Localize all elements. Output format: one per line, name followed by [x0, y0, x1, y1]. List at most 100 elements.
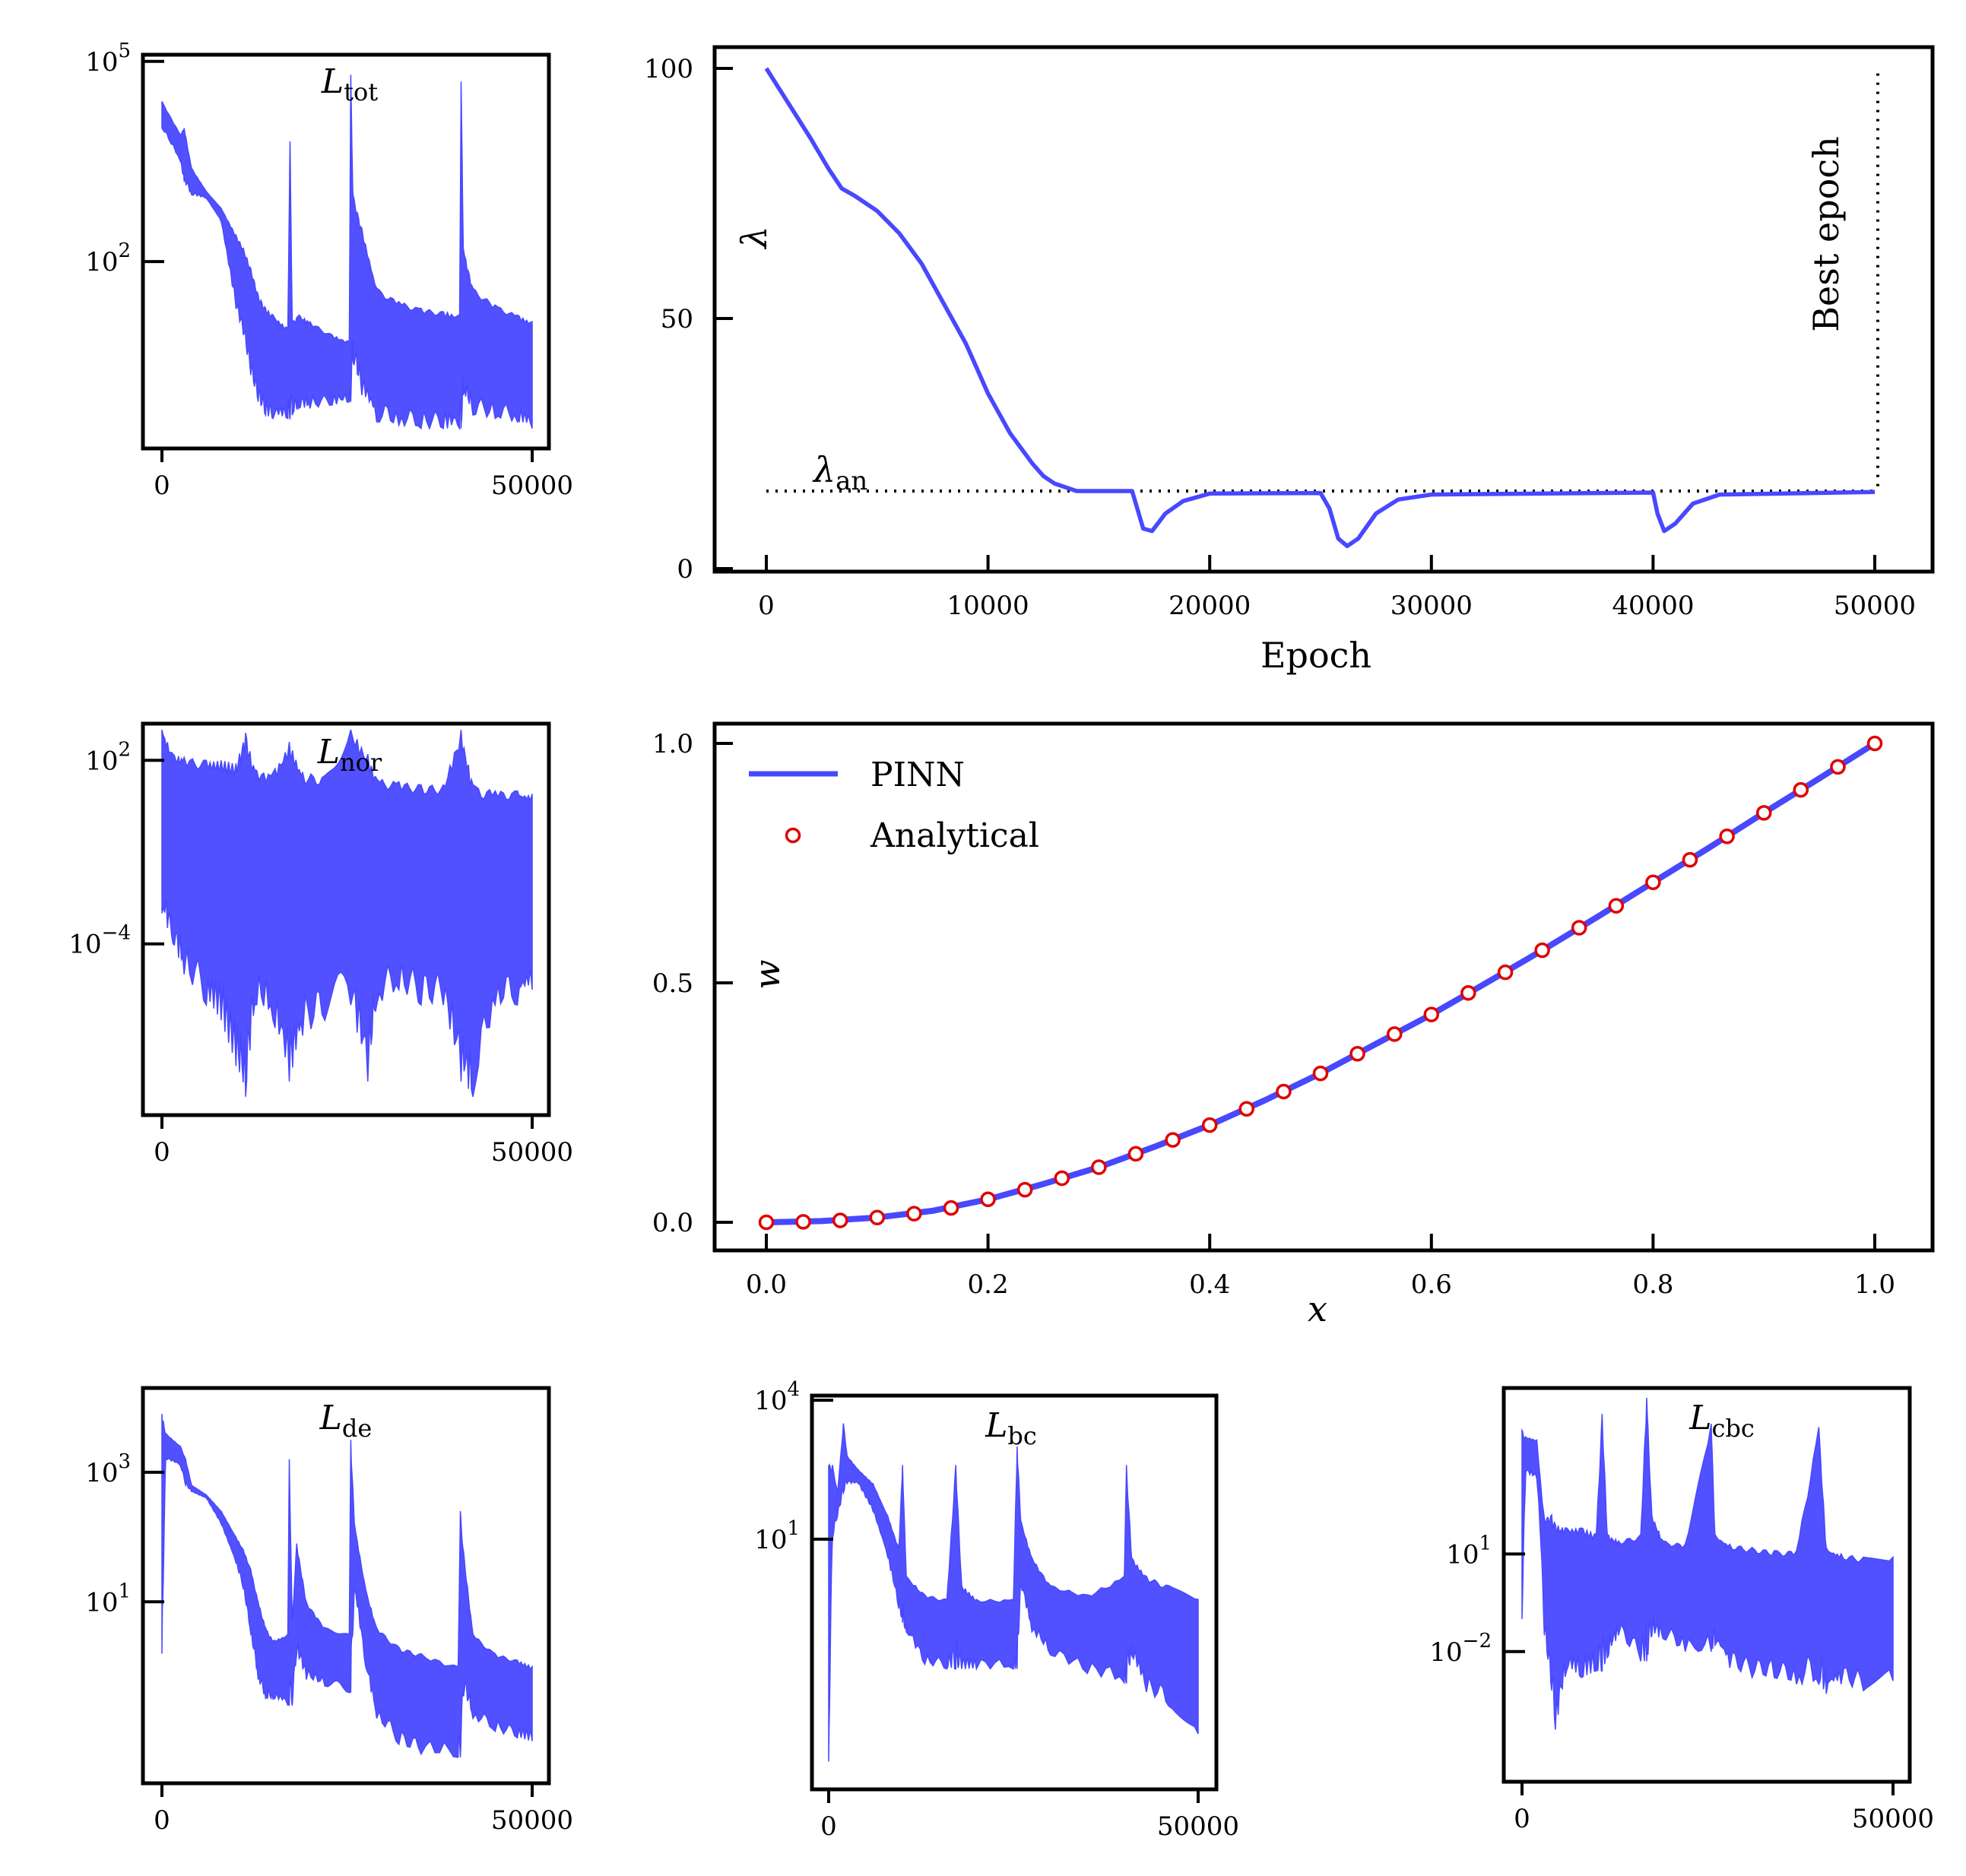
best-epoch-label: Best epoch [1806, 136, 1847, 332]
y-tick-label: 50 [661, 304, 693, 334]
x-tick-label: 50000 [491, 1805, 573, 1836]
panel-title-subscript: tot [344, 78, 378, 106]
y-tick-label: 103 [85, 1450, 131, 1488]
panel-title-subscript: de [342, 1414, 372, 1443]
loss-series-l-tot [161, 74, 533, 431]
analytical-point [1201, 1117, 1218, 1133]
y-axis-label: λ [734, 226, 775, 249]
x-tick-label: 0.2 [968, 1269, 1009, 1300]
x-tick-label: 0.8 [1632, 1269, 1673, 1300]
loss-series-l-bc [828, 1423, 1199, 1762]
analytical-point [1497, 964, 1514, 981]
analytical-point [943, 1199, 959, 1216]
x-tick-label: 1.0 [1854, 1269, 1895, 1300]
x-tick-label: 0 [820, 1811, 837, 1842]
y-tick-label: 0 [677, 554, 693, 585]
analytical-point [1349, 1045, 1365, 1062]
analytical-point [795, 1214, 811, 1230]
y-tick-base: 10 [85, 1587, 118, 1618]
legend-analytical-label: Analytical [870, 816, 1039, 855]
y-tick-label: 102 [85, 239, 131, 277]
panel-title-main: L [317, 733, 340, 772]
x-tick-label: 0.0 [746, 1269, 787, 1300]
analytical-point [1534, 942, 1550, 959]
panel-title-main: L [319, 1399, 342, 1437]
plot-frame [712, 721, 1935, 1253]
y-tick-exponent: 1 [787, 1517, 800, 1540]
panel-title-main: L [1689, 1399, 1711, 1437]
analytical-point [1423, 1006, 1440, 1022]
x-axis-label: x [1308, 1288, 1327, 1329]
y-tick-label: 104 [754, 1378, 800, 1416]
panel-w: 0.0 0.2 0.4 0.6 0.8 1.0 0.0 0.5 1.0 x w PINN Analyti… [652, 721, 1935, 1329]
plot-frame [810, 1393, 1219, 1792]
analytical-point [1238, 1101, 1255, 1117]
x-tick-label: 50000 [1157, 1811, 1239, 1842]
x-tick-label: 50000 [1852, 1804, 1934, 1834]
y-tick-label: 0.5 [652, 968, 693, 999]
legend-analytical-swatch [785, 827, 801, 844]
y-tick-label: 102 [85, 738, 131, 776]
analytical-point [906, 1206, 922, 1222]
y-tick-label: 10−2 [1429, 1630, 1492, 1668]
x-tick-label: 0 [154, 471, 170, 501]
y-tick-label: 0.0 [652, 1208, 693, 1238]
y-tick-label: 101 [85, 1580, 131, 1618]
legend-pinn-label: PINN [870, 756, 965, 794]
analytical-point [1312, 1065, 1329, 1082]
x-tick-label: 50000 [491, 471, 573, 501]
panel-title: Ltot [321, 62, 378, 106]
y-tick-label: 101 [754, 1517, 800, 1555]
y-tick-base: 10 [754, 1386, 787, 1416]
y-tick-exponent: 2 [118, 738, 131, 761]
panel-title-main: L [321, 62, 344, 101]
pinn-series [766, 740, 1877, 1225]
x-tick-label: 0 [154, 1137, 170, 1168]
lambda-an-label: λan [812, 449, 867, 496]
analytical-point [1127, 1146, 1144, 1162]
loss-series-l-nor [161, 729, 533, 1098]
panel-title: Lde [319, 1399, 373, 1443]
analytical-point [1608, 898, 1625, 914]
panel-title-subscript: bc [1007, 1421, 1036, 1450]
y-tick-exponent: 4 [787, 1378, 800, 1401]
analytical-point [1793, 781, 1809, 798]
y-tick-label: 1.0 [652, 729, 693, 759]
y-tick-base: 10 [85, 47, 118, 78]
y-tick-exponent: −4 [102, 922, 131, 945]
panel-title: Lnor [317, 733, 382, 777]
analytical-point [1719, 828, 1735, 845]
lambda-series [764, 67, 1876, 549]
y-tick-exponent: 1 [118, 1580, 131, 1602]
panel-l-tot: 0 50000 105 102 Ltot [85, 40, 573, 501]
panel-title-main: L [985, 1406, 1007, 1445]
panel-title: Lcbc [1689, 1399, 1755, 1443]
y-tick-base: 10 [1446, 1539, 1479, 1570]
lambda-an-subscript: an [836, 466, 867, 496]
loss-series-l-de [161, 1414, 533, 1758]
plot-frame [1501, 1386, 1912, 1784]
y-tick-exponent: 3 [118, 1450, 131, 1473]
x-tick-label: 40000 [1612, 591, 1694, 621]
x-tick-label: 30000 [1390, 591, 1473, 621]
panel-title: Lbc [985, 1406, 1037, 1450]
y-axis-label: w [747, 959, 788, 989]
y-tick-base: 10 [85, 1458, 118, 1488]
y-tick-exponent: 5 [118, 40, 131, 62]
analytical-point [1866, 735, 1883, 752]
y-tick-base: 10 [754, 1525, 787, 1555]
x-axis-label: Epoch [1260, 635, 1371, 676]
x-tick-label: 0.6 [1411, 1269, 1452, 1300]
y-tick-exponent: 1 [1479, 1532, 1492, 1554]
analytical-point [1016, 1181, 1033, 1198]
x-tick-label: 0 [154, 1805, 170, 1836]
analytical-point [758, 1214, 775, 1231]
y-tick-label: 10−4 [68, 922, 131, 960]
x-tick-label: 0 [758, 591, 775, 621]
analytical-point [832, 1212, 848, 1228]
analytical-point [1091, 1159, 1107, 1175]
